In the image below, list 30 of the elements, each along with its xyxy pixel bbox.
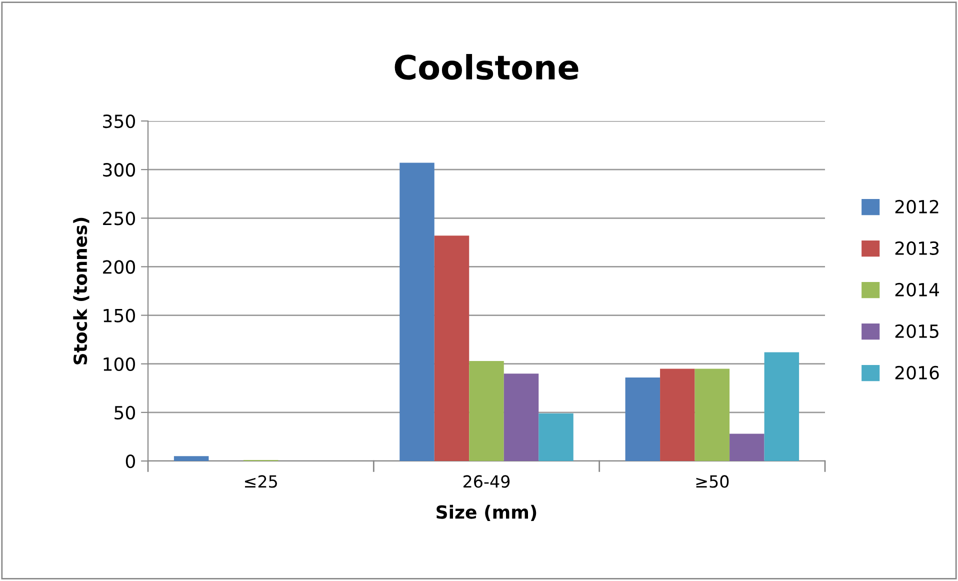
y-tick-label: 200 bbox=[103, 260, 135, 274]
legend-label: 2012 bbox=[895, 200, 938, 214]
bar bbox=[764, 352, 800, 461]
y-tick-label: 350 bbox=[103, 114, 135, 128]
legend-label: 2014 bbox=[895, 282, 939, 297]
legend-label: 2015 bbox=[895, 324, 938, 338]
bar bbox=[504, 374, 539, 461]
y-tick-label: 250 bbox=[103, 212, 135, 226]
bar bbox=[434, 236, 470, 461]
legend-label: 2013 bbox=[895, 241, 939, 256]
bar bbox=[660, 368, 695, 461]
y-tick-label: 50 bbox=[114, 406, 135, 420]
x-tick-label: ≥50 bbox=[696, 475, 729, 488]
x-tick-label: 26-49 bbox=[464, 475, 510, 488]
bar bbox=[730, 434, 764, 461]
legend-label: 2016 bbox=[895, 366, 939, 380]
y-tick-label: 150 bbox=[104, 308, 135, 322]
bar bbox=[625, 377, 660, 461]
bar bbox=[694, 368, 730, 461]
y-tick-label: 0 bbox=[126, 454, 135, 468]
x-tick-label: ≤25 bbox=[245, 475, 277, 488]
y-tick-label: 300 bbox=[103, 163, 135, 177]
bar bbox=[469, 360, 504, 461]
x-axis-title: Size (mm) bbox=[436, 504, 536, 522]
bar bbox=[174, 456, 209, 461]
bar bbox=[538, 413, 574, 461]
y-tick-label: 100 bbox=[104, 357, 135, 371]
bar bbox=[400, 162, 434, 461]
y-axis-title: Stock (tonnes) bbox=[73, 218, 90, 364]
chart-title: Coolstone bbox=[394, 54, 578, 80]
